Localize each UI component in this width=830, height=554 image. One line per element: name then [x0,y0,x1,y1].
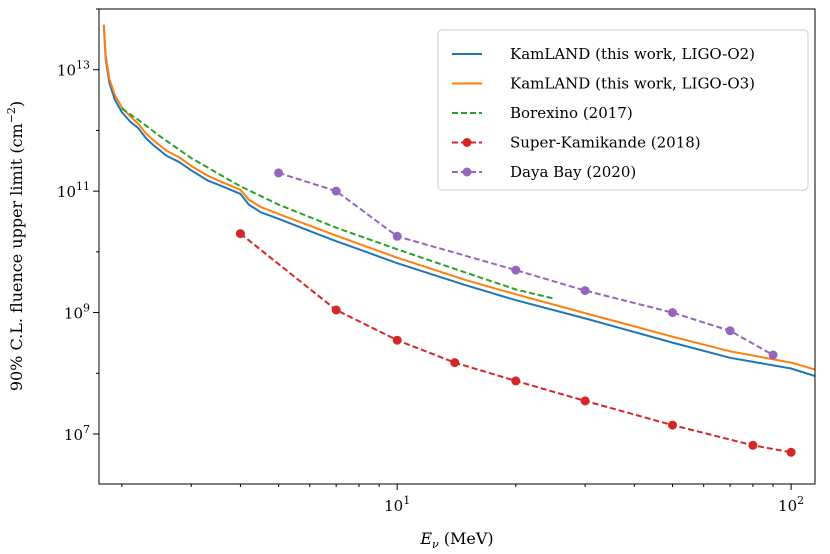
data-point-super-kamikande-2018 [748,440,758,450]
data-point-daya-bay-2020 [725,326,735,336]
data-point-super-kamikande-2018 [392,335,402,345]
y-tick-label: 107 [64,423,90,444]
data-point-daya-bay-2020 [768,350,778,360]
data-point-daya-bay-2020 [331,186,341,196]
series-layer [102,24,815,457]
data-point-daya-bay-2020 [392,231,402,241]
plot-frame [98,8,816,485]
y-axis-title: 90% C.L. fluence upper limit (cm−2) [5,101,26,391]
legend-label-kamland-this-work-ligo-o2: KamLAND (this work, LIGO-O2) [510,45,755,63]
x-tick-label: 101 [384,494,410,515]
legend-label-daya-bay-2020: Daya Bay (2020) [510,163,636,181]
legend-box [437,29,809,191]
y-tick-label: 1013 [57,59,90,80]
data-point-super-kamikande-2018 [450,358,460,368]
x-axis-title: Eν (MeV) [419,529,493,551]
series-line-borexino-2017 [121,107,555,300]
data-point-super-kamikande-2018 [580,396,590,406]
legend-marker-super-kamikande-2018 [462,138,472,147]
data-point-daya-bay-2020 [511,265,521,275]
series-line-kamland-this-work-ligo-o3 [102,24,815,371]
axis-layer: 101 102 107 109 1011 1013 [57,8,804,515]
data-point-super-kamikande-2018 [235,229,245,239]
y-tick-label: 1011 [57,180,90,201]
data-point-super-kamikande-2018 [331,305,341,315]
x-tick-label: 102 [778,494,804,515]
legend-label-super-kamikande-2018: Super-Kamikande (2018) [510,134,701,152]
data-point-super-kamikande-2018 [786,447,796,457]
data-point-daya-bay-2020 [274,168,284,178]
data-point-super-kamikande-2018 [668,420,677,430]
legend-marker-daya-bay-2020 [462,167,472,177]
series-line-daya-bay-2020 [278,171,774,356]
y-tick-label: 109 [64,302,90,323]
data-point-super-kamikande-2018 [511,376,521,386]
legend-label-kamland-this-work-ligo-o3: KamLAND (this work, LIGO-O3) [510,75,755,93]
legend: KamLAND (this work, LIGO-O2) KamLAND (thi… [437,29,809,191]
data-point-daya-bay-2020 [580,286,590,296]
series-line-kamland-this-work-ligo-o2 [102,24,815,377]
data-point-daya-bay-2020 [668,308,677,318]
legend-label-borexino-2017: Borexino (2017) [510,104,633,122]
